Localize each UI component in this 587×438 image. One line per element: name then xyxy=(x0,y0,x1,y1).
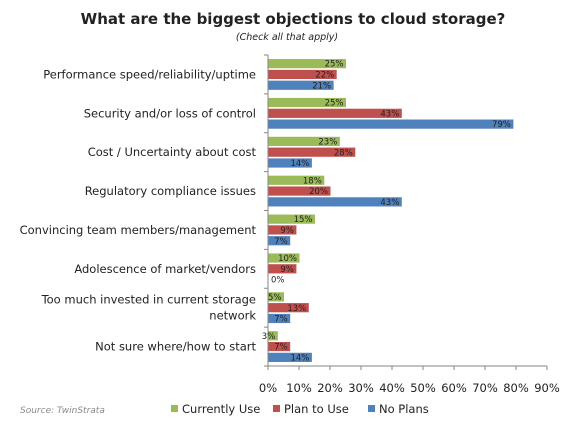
category-label: Cost / Uncertainty about cost xyxy=(88,145,257,159)
x-tick-label: 10% xyxy=(286,381,312,395)
data-label: 13% xyxy=(287,304,306,314)
bar xyxy=(268,108,402,118)
data-label: 25% xyxy=(325,60,344,70)
x-tick-label: 90% xyxy=(534,381,560,395)
bar xyxy=(268,253,300,263)
category-label: Performance speed/reliability/uptime xyxy=(43,67,256,81)
data-label: 18% xyxy=(303,176,322,186)
x-tick-label: 60% xyxy=(441,381,467,395)
bar xyxy=(268,80,334,90)
bar xyxy=(268,292,284,302)
bar xyxy=(268,225,297,235)
bar xyxy=(268,186,331,196)
data-label: 10% xyxy=(278,254,297,264)
x-tick-label: 80% xyxy=(503,381,529,395)
category-label: Security and/or loss of control xyxy=(84,106,256,120)
bar xyxy=(268,236,291,246)
bar xyxy=(268,119,514,129)
legend-swatch xyxy=(171,405,178,412)
data-label: 20% xyxy=(309,187,328,197)
category-label: Regulatory compliance issues xyxy=(85,184,256,198)
plot-area: 0% 10% 20% 30% 40% 50% 60% 70% 80% 90%25%22%21%Pe… xyxy=(20,54,560,395)
category-label: Too much invested in current storage xyxy=(41,293,256,307)
data-label: 25% xyxy=(325,99,344,109)
chart-title: What are the biggest objections to cloud… xyxy=(81,10,506,28)
legend-label: Currently Use xyxy=(182,402,260,416)
data-label: 0% xyxy=(271,276,285,286)
data-label: 9% xyxy=(280,265,294,275)
data-label: 7% xyxy=(274,315,288,325)
bar xyxy=(268,264,297,274)
data-label: 79% xyxy=(492,120,511,130)
data-label: 43% xyxy=(380,109,399,119)
bar xyxy=(268,341,291,352)
bar xyxy=(268,214,315,224)
data-label: 7% xyxy=(274,237,288,247)
bar xyxy=(268,331,278,341)
bar xyxy=(268,136,340,146)
data-label: 7% xyxy=(274,343,288,353)
category-label: network xyxy=(209,309,256,323)
data-label: 21% xyxy=(312,81,331,91)
bar xyxy=(268,97,346,108)
x-tick-label: 20% xyxy=(317,381,343,395)
bar xyxy=(268,158,312,168)
bar xyxy=(268,313,291,324)
data-label: 9% xyxy=(280,226,294,236)
legend-label: No Plans xyxy=(379,402,429,416)
legend-swatch xyxy=(273,405,280,412)
category-label: Adolescence of market/vendors xyxy=(74,262,256,276)
bar xyxy=(268,69,337,80)
data-label: 14% xyxy=(290,159,309,169)
bar xyxy=(268,175,325,185)
x-tick-label: 40% xyxy=(379,381,405,395)
x-tick-label: 50% xyxy=(410,381,436,395)
category-label: Not sure where/how to start xyxy=(95,340,256,354)
data-label: 5% xyxy=(268,293,282,303)
data-label: 23% xyxy=(318,137,337,147)
data-label: 22% xyxy=(315,71,334,81)
data-label: 28% xyxy=(334,148,353,158)
x-tick-label: 30% xyxy=(348,381,374,395)
chart-subtitle: (Check all that apply) xyxy=(236,32,338,43)
bar xyxy=(268,352,312,362)
bar xyxy=(268,303,309,313)
bar xyxy=(268,197,402,207)
legend: Currently Use Plan to Use No Plans xyxy=(171,402,429,416)
x-tick-label: 70% xyxy=(472,381,498,395)
x-tick-label: 0% xyxy=(259,381,277,395)
bar xyxy=(268,147,356,157)
source-note: Source: TwinStrata xyxy=(20,406,105,416)
data-label: 15% xyxy=(294,215,313,225)
legend-label: Plan to Use xyxy=(284,402,349,416)
bar xyxy=(268,59,346,69)
data-label: 43% xyxy=(380,198,399,208)
data-label: 3% xyxy=(262,332,276,342)
category-label: Convincing team members/management xyxy=(20,223,257,237)
data-label: 14% xyxy=(290,353,309,363)
legend-swatch xyxy=(368,405,375,412)
